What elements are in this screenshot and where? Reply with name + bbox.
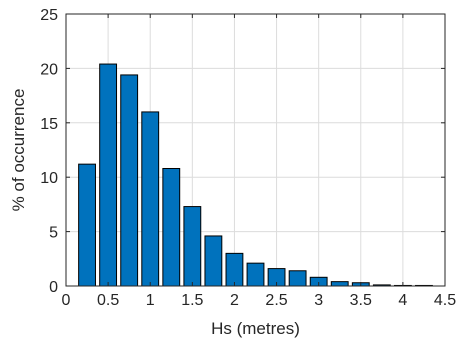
y-tick-label: 25 [40, 7, 58, 24]
bar [204, 235, 223, 287]
bar [225, 252, 244, 287]
bar [141, 111, 160, 287]
x-axis-title: Hs (metres) [211, 319, 300, 338]
x-tick-label: 2 [230, 292, 239, 309]
y-tick-label: 15 [40, 116, 58, 133]
bars [78, 63, 433, 287]
x-tick-label: 1 [146, 292, 155, 309]
bar [78, 163, 96, 287]
ticks: 0 0.5 1 1.5 2 2.5 3 3.5 4 4.5 0 5 10 15 20 25 [40, 7, 456, 309]
y-tick-label: 10 [40, 170, 58, 187]
bar [288, 270, 307, 287]
bar [183, 206, 202, 287]
bar [246, 262, 265, 287]
y-tick-label: 0 [49, 279, 58, 296]
x-tick-label: 0 [62, 292, 71, 309]
bar [120, 74, 139, 287]
y-tick-label: 5 [49, 225, 58, 242]
x-tick-label: 4.5 [434, 292, 456, 309]
x-tick-label: 0.5 [97, 292, 119, 309]
x-tick-label: 2.5 [265, 292, 287, 309]
y-axis-title: % of occurrence [9, 89, 28, 212]
x-tick-label: 4 [398, 292, 407, 309]
bar [330, 281, 349, 287]
x-tick-label: 3 [314, 292, 323, 309]
bar [162, 167, 181, 287]
y-tick-label: 20 [40, 61, 58, 78]
plot-frame [65, 13, 446, 287]
x-tick-label: 3.5 [350, 292, 372, 309]
bar [99, 63, 118, 287]
x-tick-label: 1.5 [181, 292, 203, 309]
